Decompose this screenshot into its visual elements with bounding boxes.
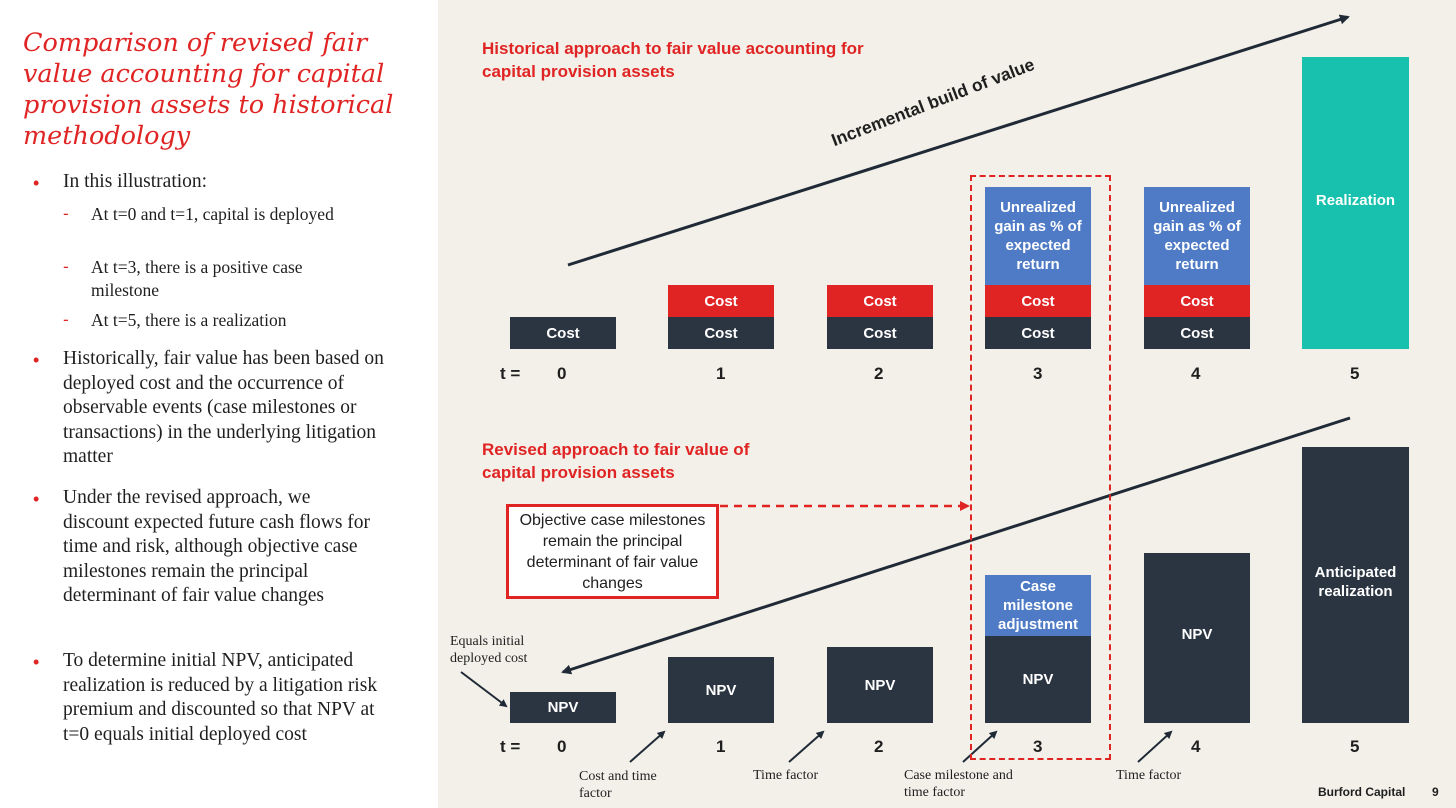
equals-initial-cost-note: Equals initial deployed cost (450, 634, 528, 666)
bar-cost-t4: Cost (1144, 317, 1250, 349)
milestone-highlight (970, 175, 1111, 760)
t-tick-bottom-0: 0 (557, 737, 567, 756)
bar-cost-t3: Cost (985, 317, 1091, 349)
page-number: 9 (1432, 785, 1439, 799)
t-tick-top-3: 3 (1033, 364, 1043, 383)
bullet-marker: • (33, 350, 40, 370)
cost-time-pointer (629, 730, 666, 763)
npv-discount-arrow (561, 416, 1351, 675)
bar-npv-t1: NPV (668, 657, 774, 723)
t-tick-top-0: 0 (557, 364, 567, 383)
t-axis-label-bottom: t = (500, 737, 521, 756)
bullet-historical: Historically, fair value has been based … (63, 348, 384, 467)
equals-note-pointer (460, 671, 508, 708)
bar-case-adjustment-t3: Case milestone adjustment (985, 575, 1091, 636)
dash-marker: - (63, 310, 69, 329)
t-tick-bottom-4: 4 (1191, 737, 1201, 756)
bar-cost-added-t4: Cost (1144, 285, 1250, 317)
bar-npv-t0: NPV (510, 692, 616, 723)
dash-marker: - (63, 204, 69, 223)
case-time-pointer (962, 730, 998, 763)
historical-heading: Historical approach to fair value accoun… (482, 39, 864, 81)
annotation-cost-time: Cost and time factor (579, 769, 657, 801)
bar-unrealized-t4: Unrealized gain as % of expected return (1144, 187, 1250, 285)
bullet-marker: • (33, 173, 40, 193)
milestone-callout: Objective case milestones remain the pri… (506, 504, 719, 599)
t-axis-label-top: t = (500, 364, 521, 383)
bullet-illustration: In this illustration: (63, 171, 208, 192)
footer-brand: Burford Capital (1318, 785, 1406, 799)
annotation-case-time: Case milestone and time factor (904, 768, 1013, 800)
bullet-marker: • (33, 652, 40, 672)
bar-npv-t2: NPV (827, 647, 933, 723)
t-tick-top-5: 5 (1350, 364, 1360, 383)
t-tick-bottom-2: 2 (874, 737, 884, 756)
bar-npv-t3: NPV (985, 636, 1091, 723)
t-tick-bottom-1: 1 (716, 737, 726, 756)
bar-cost-t2: Cost (827, 317, 933, 349)
sub-bullet-milestone: At t=3, there is a positive case milesto… (91, 257, 303, 300)
t-tick-bottom-5: 5 (1350, 737, 1360, 756)
bar-unrealized-t3: Unrealized gain as % of expected return (985, 187, 1091, 285)
dash-marker: - (63, 257, 69, 276)
time-factor-pointer-2 (1137, 730, 1173, 763)
bar-realization-t5: Realization (1302, 57, 1409, 349)
t-tick-top-2: 2 (874, 364, 884, 383)
sub-bullet-realization: At t=5, there is a realization (91, 310, 287, 330)
t-tick-top-1: 1 (716, 364, 726, 383)
incremental-value-arrow (567, 14, 1350, 267)
bar-cost-t1: Cost (668, 317, 774, 349)
sub-bullet-deployed: At t=0 and t=1, capital is deployed (91, 204, 334, 224)
bar-anticipated-realization-t5: Anticipated realization (1302, 447, 1409, 723)
bar-cost-added-t3: Cost (985, 285, 1091, 317)
t-tick-bottom-3: 3 (1033, 737, 1043, 756)
annotation-time-factor-2: Time factor (1116, 768, 1182, 783)
bullet-revised: Under the revised approach, we discount … (63, 487, 371, 606)
bar-cost-t0: Cost (510, 317, 616, 349)
bullet-initial-npv: To determine initial NPV, anticipated re… (63, 650, 378, 745)
right-panel (438, 0, 1456, 808)
slide-title: Comparison of revised fair value account… (23, 28, 394, 151)
bar-cost-added-t1: Cost (668, 285, 774, 317)
t-tick-top-4: 4 (1191, 364, 1201, 383)
annotation-time-factor-1: Time factor (753, 768, 819, 783)
bar-npv-t4: NPV (1144, 553, 1250, 723)
left-panel: Comparison of revised fair value account… (0, 0, 438, 808)
bullet-marker: • (33, 489, 40, 509)
revised-heading: Revised approach to fair value of capita… (482, 440, 750, 482)
bar-cost-added-t2: Cost (827, 285, 933, 317)
time-factor-pointer-1 (788, 730, 825, 763)
